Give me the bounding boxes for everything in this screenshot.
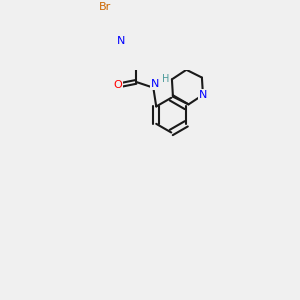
Text: N: N	[199, 90, 207, 100]
Text: O: O	[113, 80, 122, 90]
Text: H: H	[162, 74, 169, 84]
Text: N: N	[151, 79, 159, 89]
Text: Br: Br	[99, 2, 111, 12]
Text: N: N	[117, 36, 126, 46]
